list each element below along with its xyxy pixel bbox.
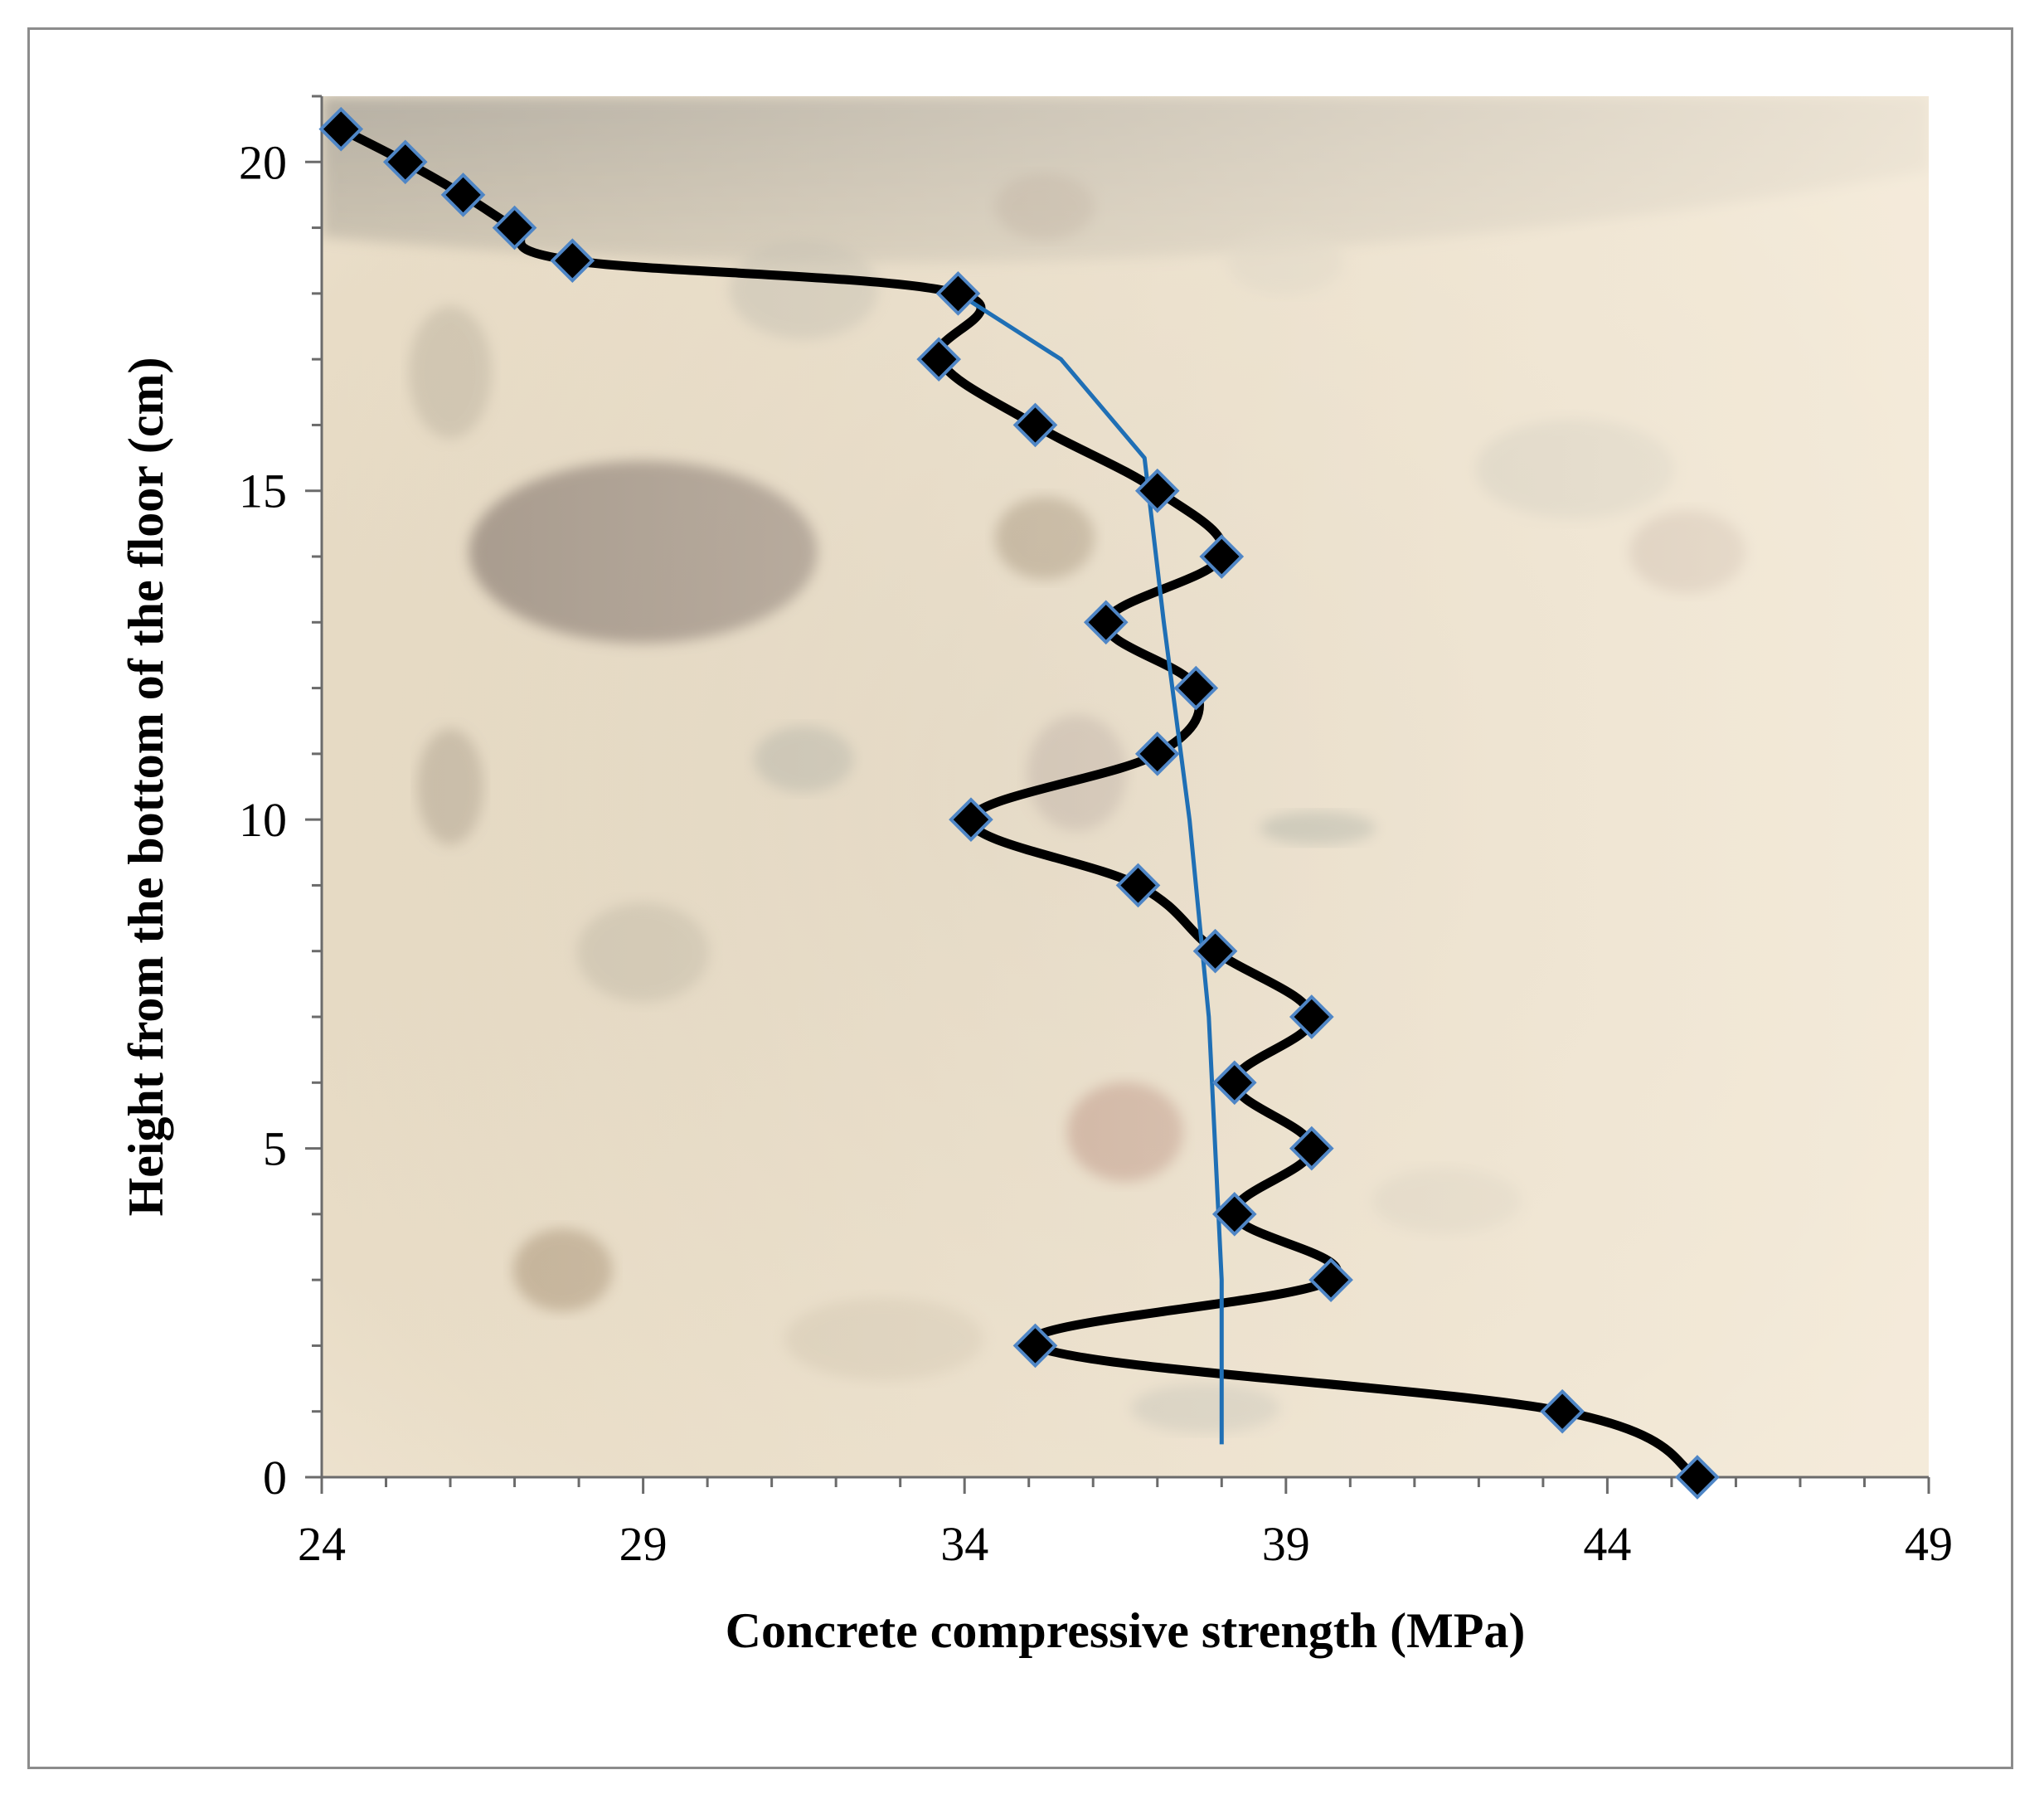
axis-labels: 24 29 34 39 44 49 0 5 10 15 20 Concrete compressive…	[119, 135, 1953, 1658]
data-point-marker	[935, 271, 981, 316]
x-tick-label: 24	[298, 1517, 346, 1571]
data-point-marker	[1211, 1192, 1257, 1237]
y-tick-label: 5	[263, 1122, 287, 1176]
axes	[305, 95, 1930, 1494]
data-point-marker	[1173, 665, 1219, 711]
data-point-marker	[1211, 1060, 1257, 1106]
data-point-marker	[1012, 1323, 1058, 1369]
data-point-marker	[492, 205, 537, 250]
data-series	[318, 106, 1720, 1500]
data-point-marker	[1012, 402, 1058, 448]
x-axis-title: Concrete compressive strength (MPa)	[726, 1603, 1526, 1658]
data-point-marker	[1192, 928, 1238, 974]
x-tick-label: 34	[940, 1517, 988, 1571]
data-point-marker	[1308, 1257, 1353, 1302]
data-point-marker	[1289, 1126, 1334, 1171]
data-point-marker	[382, 139, 428, 185]
x-tick-label: 29	[619, 1517, 668, 1571]
x-tick-label: 49	[1905, 1517, 1953, 1571]
photo-fade	[322, 96, 1929, 1477]
data-point-marker	[1199, 534, 1245, 579]
y-tick-label: 20	[239, 135, 287, 189]
data-point-marker	[440, 173, 486, 217]
y-tick-label: 10	[239, 793, 287, 847]
y-tick-label: 15	[239, 464, 287, 518]
data-point-marker	[1289, 994, 1334, 1039]
y-axis-title: Height from the bottom of the floor (cm)	[119, 357, 173, 1217]
data-point-marker	[1134, 468, 1180, 513]
data-point-marker	[1134, 732, 1180, 776]
series-line-measured	[336, 124, 1702, 1482]
data-point-marker	[916, 337, 962, 382]
concrete-core-photo	[322, 96, 1929, 1477]
figure-frame: 24 29 34 39 44 49 0 5 10 15 20 Concrete compressive…	[27, 27, 2013, 1769]
x-tick-label: 39	[1262, 1517, 1310, 1571]
data-point-marker	[949, 797, 993, 842]
data-point-marker	[1115, 863, 1161, 908]
chart-svg: 24 29 34 39 44 49 0 5 10 15 20 Concrete compressive…	[119, 95, 1953, 1658]
data-point-marker	[1083, 600, 1129, 645]
data-point-marker	[318, 106, 364, 152]
data-point-marker	[1675, 1455, 1720, 1500]
data-point-marker	[1540, 1388, 1585, 1434]
x-tick-label: 44	[1583, 1517, 1631, 1571]
series-line-trend	[957, 291, 1224, 1445]
data-point-marker	[550, 238, 595, 284]
y-tick-label: 0	[263, 1451, 287, 1505]
